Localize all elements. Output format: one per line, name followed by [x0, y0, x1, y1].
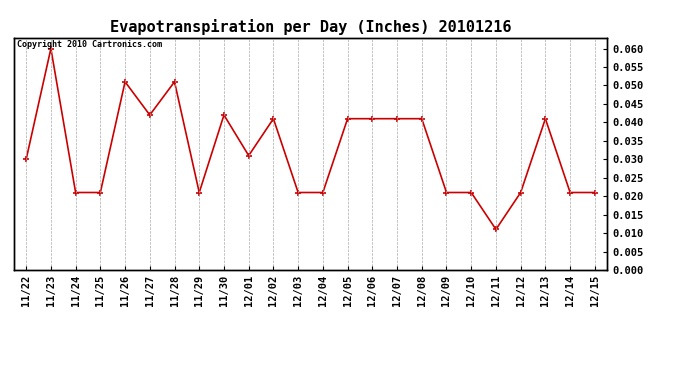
Text: Copyright 2010 Cartronics.com: Copyright 2010 Cartronics.com — [17, 40, 161, 49]
Title: Evapotranspiration per Day (Inches) 20101216: Evapotranspiration per Day (Inches) 2010… — [110, 19, 511, 35]
